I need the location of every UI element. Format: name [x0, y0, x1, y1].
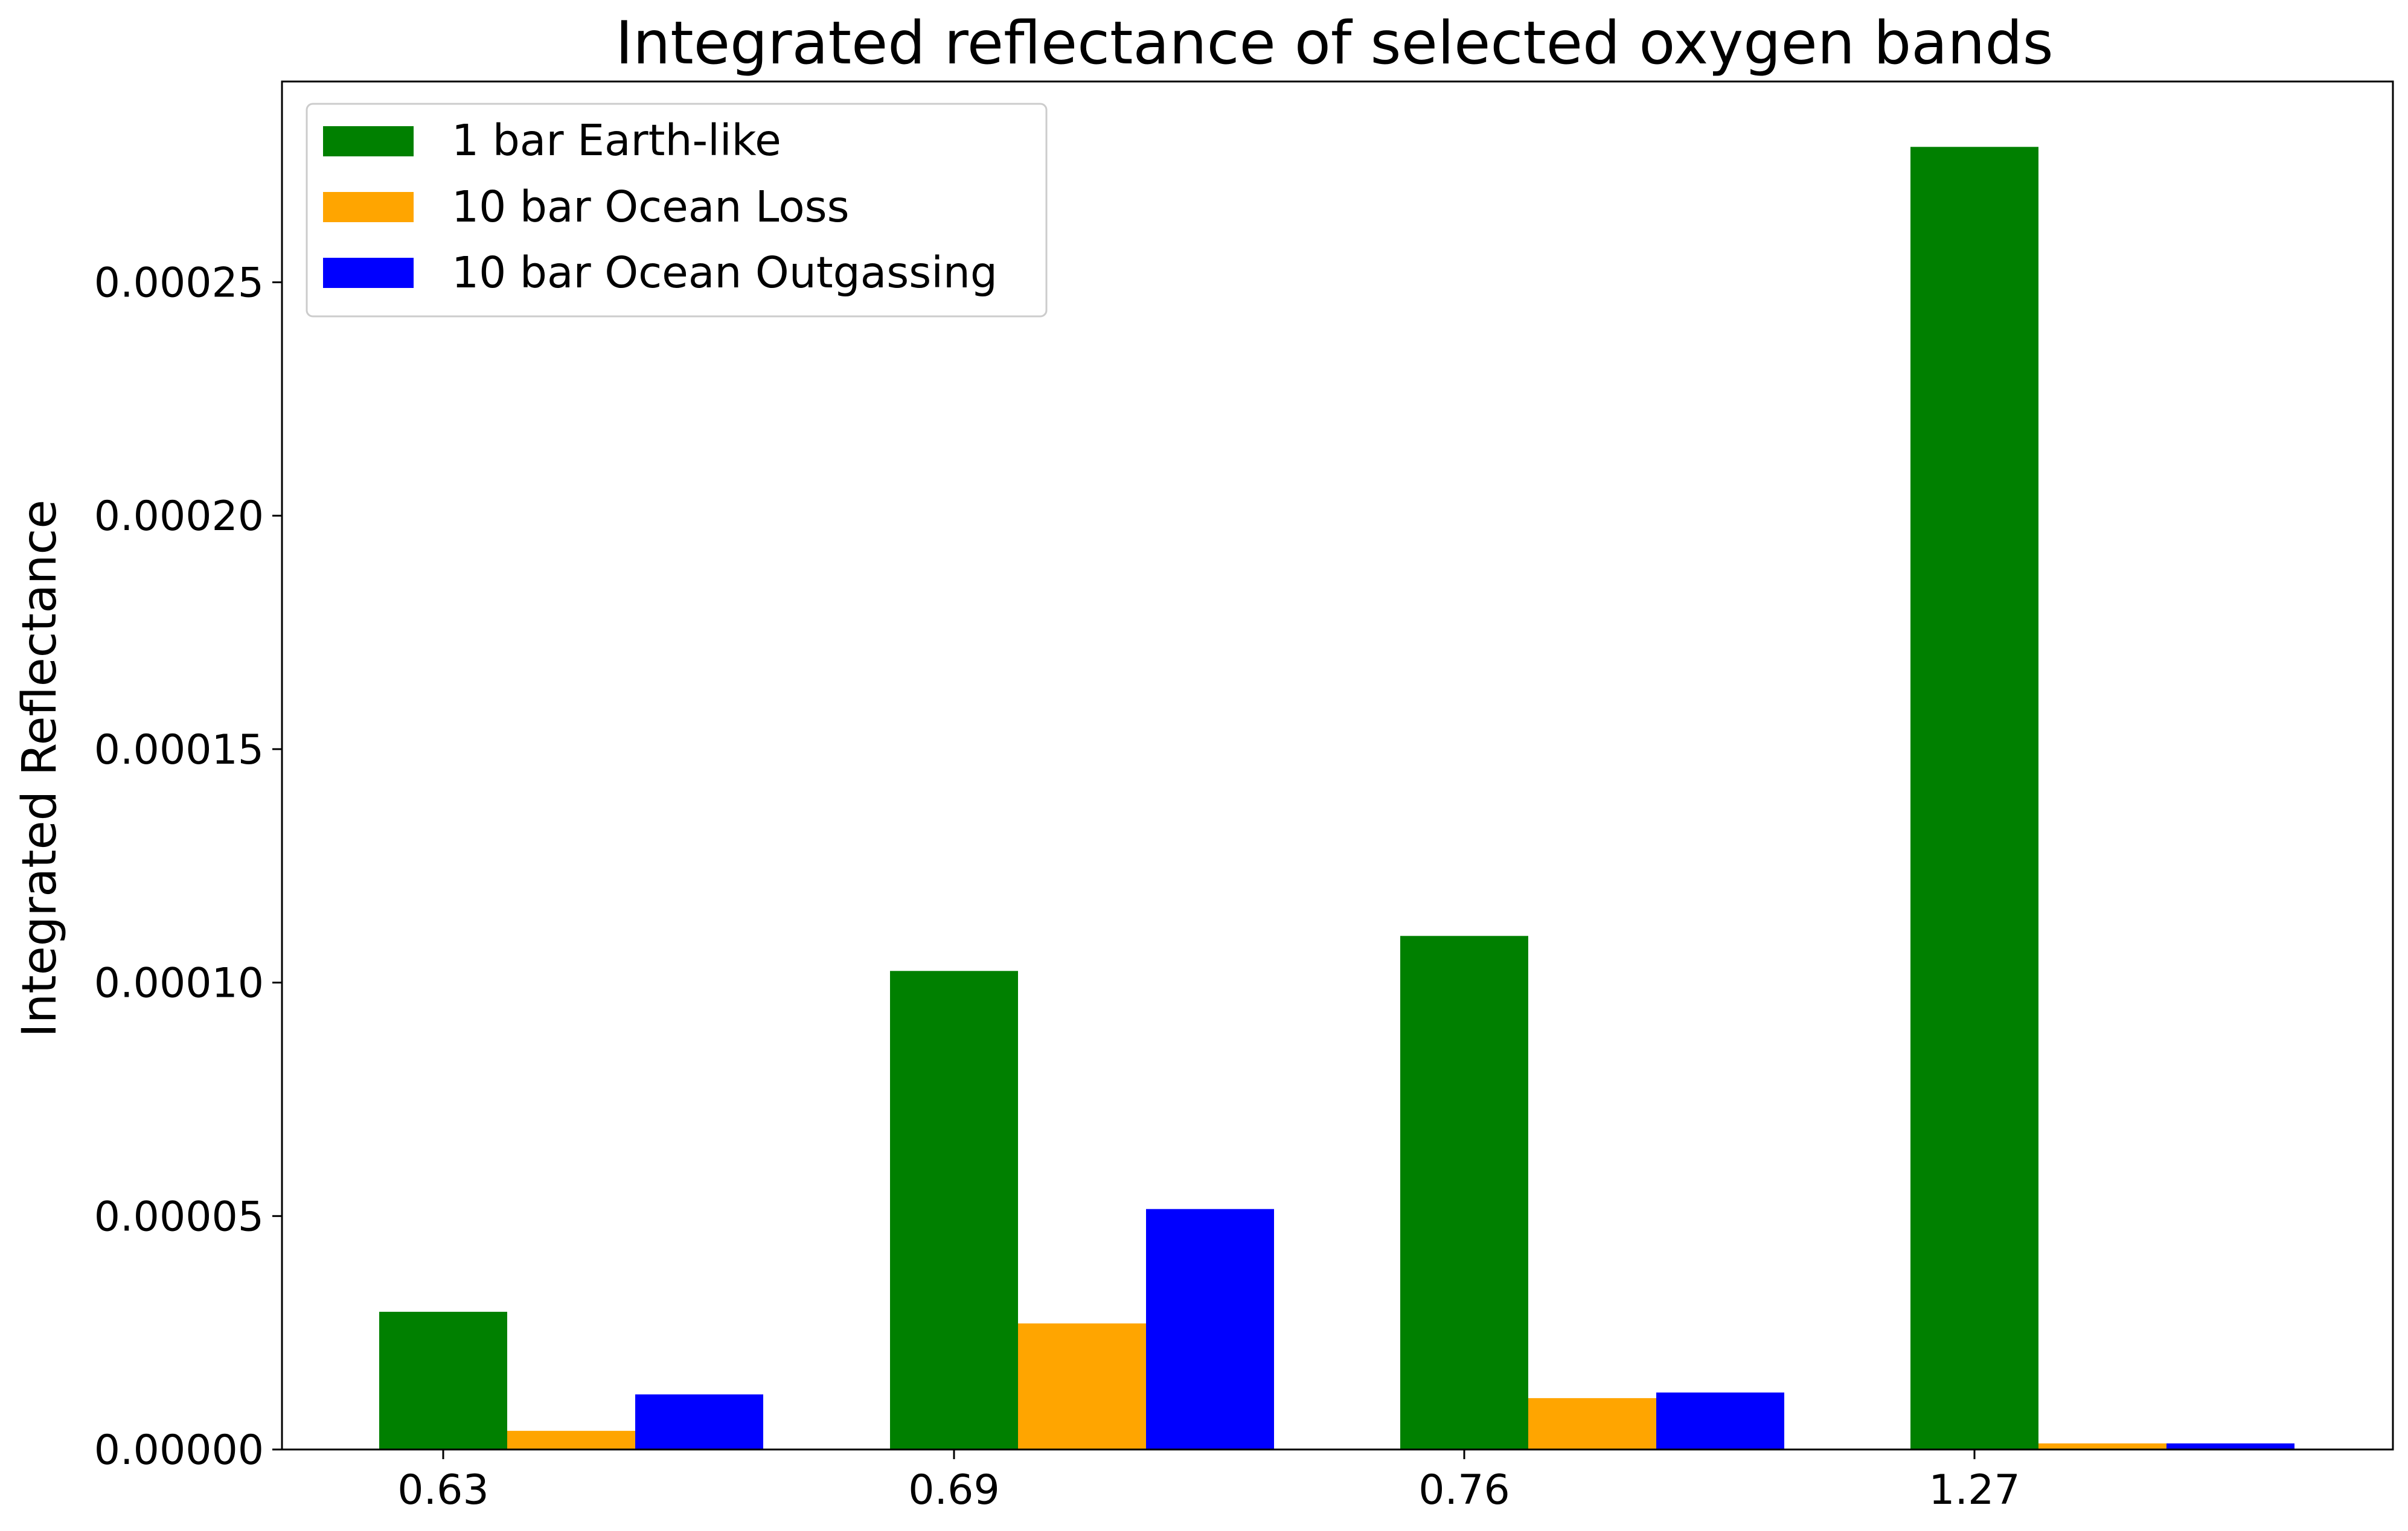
axis-ticks: 0.00000 0.00005 0.00010 0.00015 0.00020 0.000…: [94, 260, 2020, 1514]
bars: [379, 147, 2294, 1449]
y-tick-label: 0.00005: [94, 1193, 264, 1241]
bar-10-bar-ocean-loss-0-76: [1528, 1398, 1656, 1449]
bar-1-bar-earth-like-0-69: [890, 971, 1018, 1449]
y-tick-label: 0.00025: [94, 260, 264, 307]
legend-swatch-earth-like: [323, 126, 414, 156]
bar-10-bar-ocean-outgassing-0-69: [1146, 1209, 1274, 1449]
bar-1-bar-earth-like-0-76: [1400, 936, 1528, 1449]
x-tick-label: 0.63: [397, 1466, 488, 1514]
y-tick-label: 0.00000: [94, 1427, 264, 1474]
legend-label-ocean-loss: 10 bar Ocean Loss: [452, 182, 850, 232]
y-tick-label: 0.00020: [94, 493, 264, 540]
plot-area-frame: [281, 80, 2394, 1451]
y-tick-label: 0.00010: [94, 960, 264, 1008]
bar-10-bar-ocean-outgassing-0-63: [635, 1394, 763, 1449]
y-tick-label: 0.00015: [94, 726, 264, 774]
x-tick-label: 1.27: [1929, 1466, 2020, 1514]
bar-10-bar-ocean-loss-0-63: [507, 1431, 635, 1449]
legend: 1 bar Earth-like 10 bar Ocean Loss 10 ba…: [306, 103, 1048, 318]
bar-1-bar-earth-like-0-63: [379, 1311, 507, 1449]
bar-10-bar-ocean-outgassing-0-76: [1656, 1392, 1784, 1449]
legend-swatch-ocean-loss: [323, 192, 414, 222]
bar-1-bar-earth-like-1-27: [1910, 147, 2038, 1449]
legend-frame: [306, 103, 1048, 318]
x-tick-label: 0.76: [1418, 1466, 1510, 1514]
bar-10-bar-ocean-outgassing-1-27: [2166, 1443, 2294, 1449]
legend-swatch-ocean-outgassing: [323, 258, 414, 288]
bar-10-bar-ocean-loss-1-27: [2038, 1443, 2166, 1449]
bar-10-bar-ocean-loss-0-69: [1018, 1323, 1146, 1449]
legend-label-ocean-outgassing: 10 bar Ocean Outgassing: [452, 248, 997, 298]
x-tick-label: 0.69: [908, 1466, 999, 1514]
chart-title: Integrated reflectance of selected oxyge…: [615, 9, 2053, 78]
y-axis-label: Integrated Reflectance: [13, 500, 67, 1038]
legend-label-earth-like: 1 bar Earth-like: [452, 115, 781, 165]
